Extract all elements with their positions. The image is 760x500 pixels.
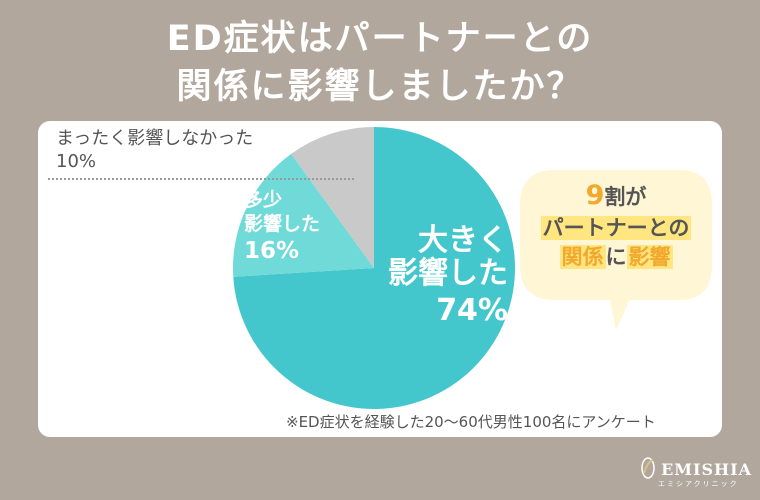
slice-label-some-line1: 多少 bbox=[244, 189, 283, 211]
slice-value-some: 16% bbox=[244, 237, 300, 264]
slice-label-some-line2: 影響した bbox=[244, 212, 321, 235]
bubble-number: 9 bbox=[585, 180, 605, 211]
slice-label-none-line1: まったく影響しなかった bbox=[56, 128, 254, 149]
leader-line bbox=[48, 178, 354, 180]
logo-mark-icon bbox=[641, 457, 655, 479]
survey-note: ※ED症状を経験した20〜60代男性100名にアンケート bbox=[286, 413, 656, 431]
bubble-wari: 割 bbox=[604, 185, 626, 209]
slice-label-some: 多少 影響した 16% bbox=[244, 189, 320, 265]
slice-value-none: 10% bbox=[56, 151, 97, 173]
logo-name: EMISHIA bbox=[661, 460, 753, 479]
chart-title-line2: 関係に影響しましたか？ bbox=[176, 67, 584, 107]
bubble-line2: パートナーとの bbox=[540, 216, 692, 241]
slice-label-large: 大きく 影響した 74% bbox=[388, 224, 508, 327]
bubble-ni: に bbox=[605, 244, 627, 269]
slice-value-large: 74% bbox=[436, 293, 508, 328]
slice-label-large-line1: 大きく bbox=[418, 223, 508, 258]
pie-slice-large bbox=[233, 127, 515, 409]
slice-label-none: まったく影響しなかった 10% bbox=[56, 127, 253, 174]
bubble-kan: 関係 bbox=[559, 244, 606, 269]
speech-bubble bbox=[520, 170, 712, 330]
bubble-text: 9割が パートナーとの 関係に影響 bbox=[520, 178, 712, 271]
logo-sub: エミシアクリニック bbox=[658, 480, 739, 488]
slice-label-large-line2: 影響した bbox=[388, 256, 508, 291]
bubble-eikyo: 影響 bbox=[626, 244, 673, 269]
chart-title-line1: ED症状はパートナーとの bbox=[166, 19, 594, 59]
pie-slice-some bbox=[233, 153, 374, 277]
logo: EMISHIA エミシアクリニック bbox=[640, 457, 752, 489]
bubble-ga: が bbox=[625, 185, 647, 209]
pie-slice-none bbox=[291, 127, 374, 268]
